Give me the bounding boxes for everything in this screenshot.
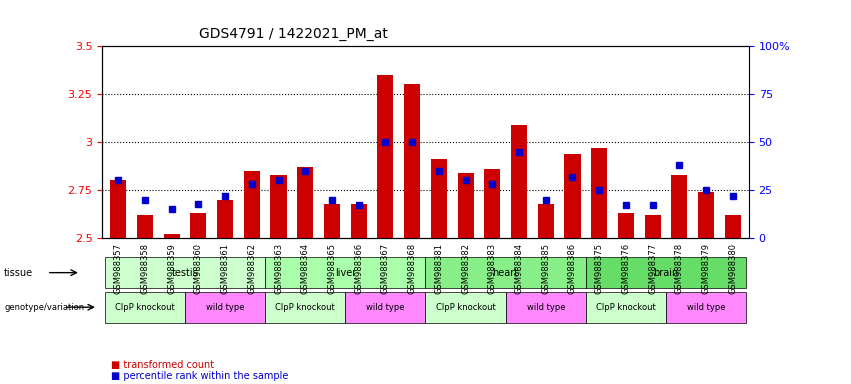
Bar (645, 215, 660, 238)
Text: ■ transformed count: ■ transformed count (111, 360, 214, 370)
Bar (351, 204, 367, 238)
Bar (217, 200, 233, 238)
Bar (191, 213, 206, 238)
Text: heart: heart (493, 268, 519, 278)
Bar (698, 192, 714, 238)
Bar (163, 234, 180, 238)
Bar (484, 169, 500, 238)
Text: ClpP knockout: ClpP knockout (115, 303, 174, 312)
Bar (297, 167, 313, 238)
Bar (431, 159, 447, 238)
Bar (618, 213, 634, 238)
Bar (591, 148, 608, 238)
Bar (511, 125, 527, 238)
Text: GDS4791 / 1422021_PM_at: GDS4791 / 1422021_PM_at (199, 27, 388, 41)
Bar (404, 84, 420, 238)
Text: wild type: wild type (206, 303, 244, 312)
Text: wild type: wild type (527, 303, 565, 312)
Text: ClpP knockout: ClpP knockout (596, 303, 656, 312)
Text: ■ percentile rank within the sample: ■ percentile rank within the sample (111, 371, 288, 381)
Text: ClpP knockout: ClpP knockout (276, 303, 335, 312)
Text: testis: testis (172, 268, 198, 278)
Bar (243, 171, 260, 238)
Text: liver: liver (334, 268, 356, 278)
Text: brain: brain (654, 268, 678, 278)
Bar (137, 215, 153, 238)
Bar (458, 173, 474, 238)
Bar (377, 75, 393, 238)
Bar (538, 204, 554, 238)
Bar (725, 215, 741, 238)
Bar (564, 154, 580, 238)
Text: wild type: wild type (687, 303, 725, 312)
Text: wild type: wild type (366, 303, 405, 312)
Bar (671, 175, 688, 238)
Bar (110, 180, 126, 238)
Text: genotype/variation: genotype/variation (4, 303, 84, 312)
Bar (271, 175, 287, 238)
Bar (324, 204, 340, 238)
Text: tissue: tissue (4, 268, 33, 278)
Text: ClpP knockout: ClpP knockout (436, 303, 495, 312)
